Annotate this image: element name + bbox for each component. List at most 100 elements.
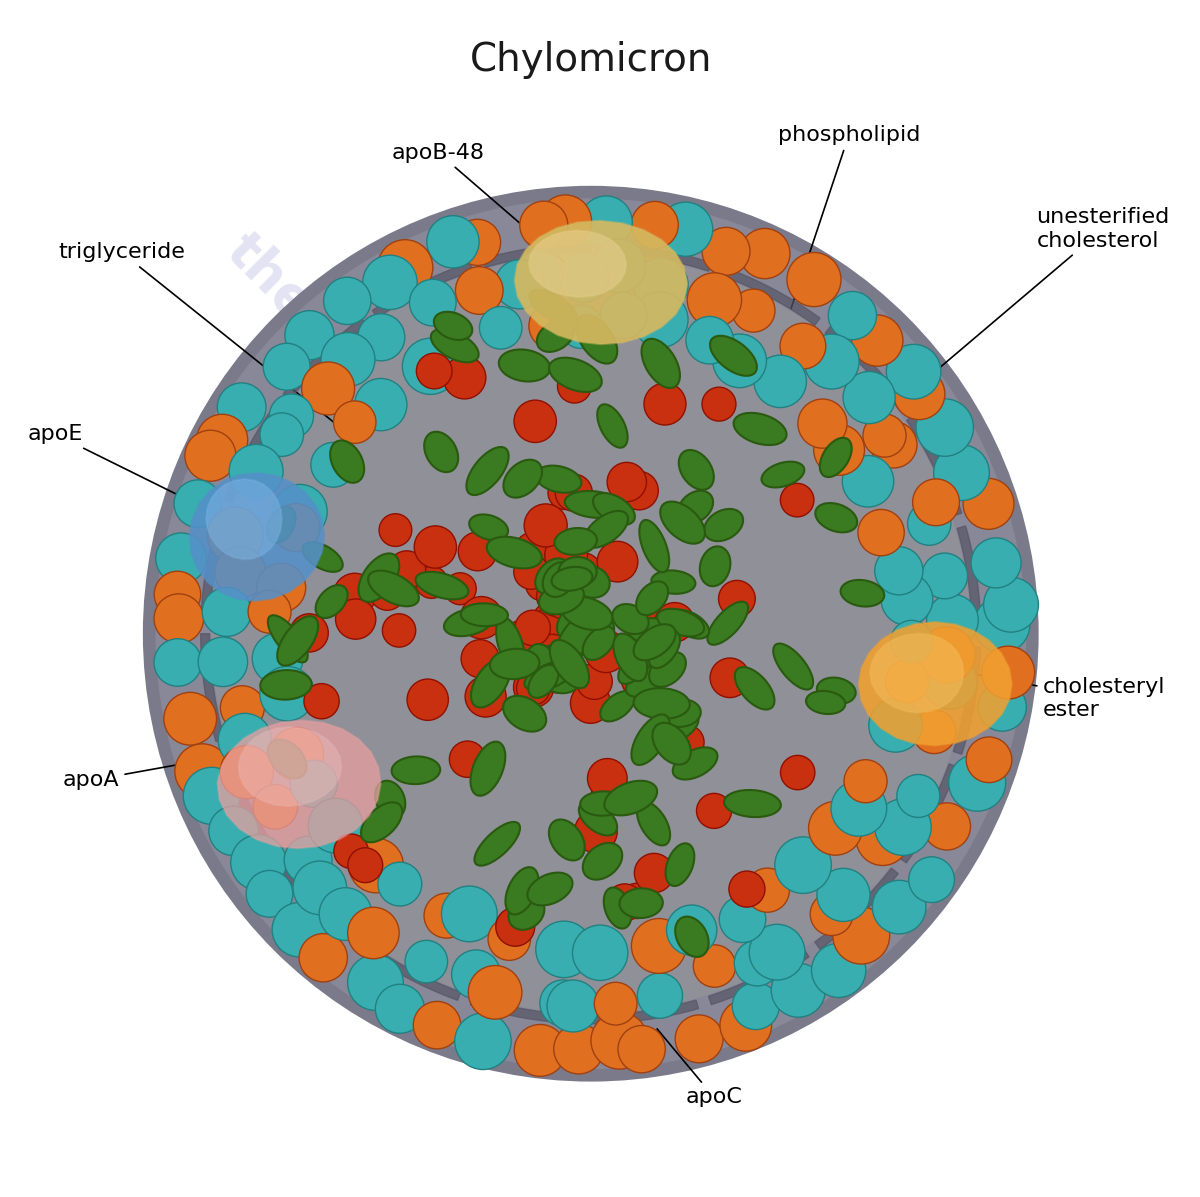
Ellipse shape (724, 790, 781, 818)
Ellipse shape (583, 843, 623, 880)
Polygon shape (859, 622, 1012, 746)
Ellipse shape (503, 695, 546, 731)
Polygon shape (200, 514, 228, 621)
Circle shape (184, 767, 240, 825)
Ellipse shape (415, 572, 468, 600)
Ellipse shape (619, 888, 662, 918)
Circle shape (466, 676, 506, 717)
Circle shape (622, 658, 662, 699)
Polygon shape (470, 996, 577, 1023)
Circle shape (694, 944, 736, 988)
Ellipse shape (552, 567, 593, 591)
Circle shape (358, 314, 404, 360)
Ellipse shape (629, 618, 674, 644)
Circle shape (545, 534, 588, 577)
Circle shape (890, 620, 932, 663)
Circle shape (670, 725, 704, 760)
Ellipse shape (565, 491, 623, 518)
Circle shape (896, 774, 940, 818)
Text: unesterified
cholesterol: unesterified cholesterol (898, 207, 1170, 403)
Circle shape (376, 984, 425, 1033)
Circle shape (515, 251, 563, 299)
Circle shape (260, 667, 314, 721)
Circle shape (922, 553, 967, 598)
Polygon shape (361, 942, 461, 1001)
Circle shape (535, 922, 593, 978)
Circle shape (732, 983, 779, 1029)
Circle shape (414, 525, 456, 569)
Circle shape (538, 652, 578, 693)
Circle shape (875, 798, 931, 856)
Ellipse shape (316, 585, 348, 618)
Circle shape (728, 871, 764, 907)
Circle shape (402, 339, 458, 394)
Ellipse shape (536, 321, 574, 352)
Circle shape (252, 633, 304, 683)
Circle shape (810, 893, 853, 936)
Circle shape (388, 551, 426, 589)
Circle shape (606, 883, 643, 920)
Circle shape (634, 257, 688, 312)
Circle shape (539, 195, 592, 248)
Ellipse shape (604, 887, 631, 929)
Circle shape (919, 627, 974, 682)
Circle shape (702, 227, 750, 275)
Ellipse shape (583, 626, 616, 660)
Circle shape (688, 273, 742, 327)
Circle shape (536, 576, 577, 616)
Ellipse shape (490, 649, 540, 679)
Circle shape (334, 401, 376, 443)
Circle shape (974, 596, 1030, 652)
Circle shape (488, 918, 530, 960)
Circle shape (220, 746, 274, 798)
Ellipse shape (424, 432, 458, 472)
Circle shape (212, 255, 970, 1013)
Circle shape (451, 950, 500, 998)
Ellipse shape (673, 747, 718, 779)
Circle shape (348, 847, 383, 882)
Circle shape (584, 631, 626, 673)
Ellipse shape (539, 656, 575, 683)
Circle shape (527, 643, 562, 676)
Circle shape (520, 201, 568, 249)
Circle shape (607, 462, 647, 502)
Circle shape (515, 610, 551, 645)
Circle shape (618, 1026, 665, 1073)
Polygon shape (721, 267, 820, 326)
Ellipse shape (710, 336, 757, 376)
Ellipse shape (434, 311, 473, 340)
Circle shape (978, 682, 1026, 731)
Circle shape (415, 566, 448, 598)
Ellipse shape (640, 519, 670, 572)
Circle shape (913, 479, 960, 525)
Circle shape (355, 378, 407, 431)
Ellipse shape (700, 546, 731, 587)
Circle shape (553, 1023, 604, 1074)
Circle shape (659, 202, 713, 256)
Ellipse shape (470, 658, 510, 707)
Polygon shape (515, 220, 688, 345)
Polygon shape (220, 752, 275, 852)
Circle shape (817, 868, 870, 922)
Circle shape (319, 888, 372, 941)
Circle shape (461, 596, 503, 639)
Circle shape (324, 278, 371, 324)
Circle shape (811, 943, 865, 997)
Ellipse shape (545, 645, 583, 675)
Circle shape (934, 445, 989, 500)
Circle shape (644, 383, 686, 425)
Circle shape (966, 737, 1012, 783)
Ellipse shape (679, 450, 714, 490)
Circle shape (863, 414, 906, 457)
Circle shape (949, 754, 1006, 812)
Circle shape (154, 571, 200, 618)
Ellipse shape (268, 740, 306, 778)
Polygon shape (899, 764, 958, 863)
Circle shape (362, 255, 418, 310)
Circle shape (872, 880, 926, 934)
Circle shape (198, 637, 247, 687)
Circle shape (570, 683, 611, 723)
Ellipse shape (773, 644, 814, 689)
Circle shape (916, 399, 973, 456)
Circle shape (926, 594, 978, 646)
